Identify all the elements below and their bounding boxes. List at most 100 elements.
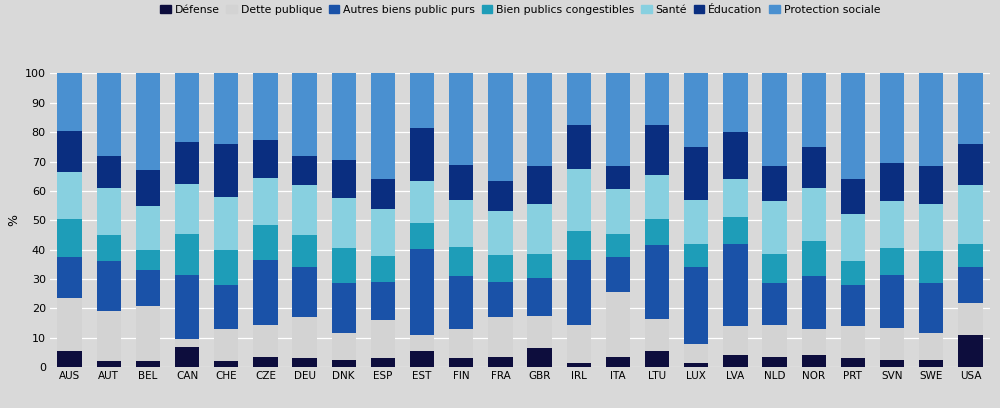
Bar (802, 188, 826, 241)
Bar (175, 184, 199, 233)
Bar (606, 233, 630, 257)
Bar (136, 270, 160, 306)
Bar (567, 260, 591, 325)
Bar (919, 360, 943, 367)
Bar (684, 200, 708, 244)
Bar (527, 73, 552, 166)
Bar (841, 73, 865, 179)
Bar (567, 325, 591, 363)
Bar (645, 175, 669, 219)
Bar (175, 73, 199, 142)
Bar (253, 178, 278, 225)
Bar (410, 351, 434, 367)
Bar (723, 179, 748, 217)
Bar (214, 285, 238, 329)
Bar (958, 144, 983, 185)
Bar (175, 339, 199, 347)
Bar (371, 73, 395, 179)
Bar (762, 73, 787, 166)
Bar (762, 325, 787, 357)
Bar (684, 73, 708, 147)
Bar (527, 348, 552, 367)
Bar (841, 358, 865, 367)
Bar (762, 166, 787, 201)
Bar (292, 358, 317, 367)
Bar (292, 156, 317, 185)
Bar (880, 275, 904, 328)
Bar (880, 248, 904, 275)
Bar (488, 255, 513, 282)
Bar (488, 181, 513, 211)
Bar (684, 267, 708, 344)
Bar (214, 329, 238, 361)
Bar (880, 163, 904, 201)
Bar (567, 125, 591, 169)
Bar (332, 248, 356, 284)
Bar (253, 325, 278, 357)
Bar (371, 282, 395, 320)
Bar (527, 204, 552, 254)
Bar (645, 73, 669, 125)
Bar (841, 262, 865, 285)
Bar (919, 333, 943, 360)
Bar (645, 219, 669, 245)
Bar (527, 166, 552, 204)
Bar (527, 316, 552, 348)
Legend: Défense, Dette publique, Autres biens public purs, Bien publics congestibles, Sa: Défense, Dette publique, Autres biens pu… (158, 2, 882, 17)
Bar (175, 347, 199, 367)
Bar (136, 73, 160, 171)
Bar (410, 128, 434, 181)
Bar (762, 201, 787, 254)
Bar (723, 244, 748, 326)
Bar (175, 275, 199, 339)
Bar (175, 233, 199, 275)
Bar (292, 267, 317, 317)
Bar (802, 355, 826, 367)
Bar (645, 125, 669, 175)
Bar (723, 217, 748, 244)
Bar (410, 73, 434, 128)
Bar (332, 284, 356, 333)
Bar (253, 357, 278, 367)
Bar (488, 211, 513, 255)
Bar (802, 241, 826, 276)
Bar (449, 329, 473, 358)
Bar (292, 235, 317, 267)
Bar (645, 351, 669, 367)
Bar (97, 235, 121, 262)
Bar (841, 179, 865, 215)
Bar (332, 333, 356, 360)
Bar (57, 131, 82, 172)
Bar (919, 166, 943, 204)
Bar (97, 156, 121, 188)
Bar (802, 73, 826, 147)
Bar (371, 208, 395, 255)
Bar (606, 73, 630, 166)
Bar (567, 169, 591, 231)
Bar (919, 284, 943, 333)
Bar (449, 200, 473, 247)
Bar (606, 292, 630, 357)
Bar (136, 206, 160, 250)
Bar (410, 181, 434, 222)
Bar (958, 267, 983, 303)
Y-axis label: %: % (8, 214, 21, 226)
Bar (449, 164, 473, 200)
Bar (332, 160, 356, 198)
Bar (449, 358, 473, 367)
Bar (97, 361, 121, 367)
Bar (488, 282, 513, 317)
Bar (723, 132, 748, 179)
Bar (841, 326, 865, 358)
Bar (57, 73, 82, 131)
Bar (214, 250, 238, 285)
Bar (802, 147, 826, 188)
Bar (57, 257, 82, 298)
Bar (606, 166, 630, 189)
Bar (214, 73, 238, 144)
Bar (606, 357, 630, 367)
Bar (332, 73, 356, 160)
Bar (97, 188, 121, 235)
Bar (919, 204, 943, 251)
Bar (880, 73, 904, 163)
